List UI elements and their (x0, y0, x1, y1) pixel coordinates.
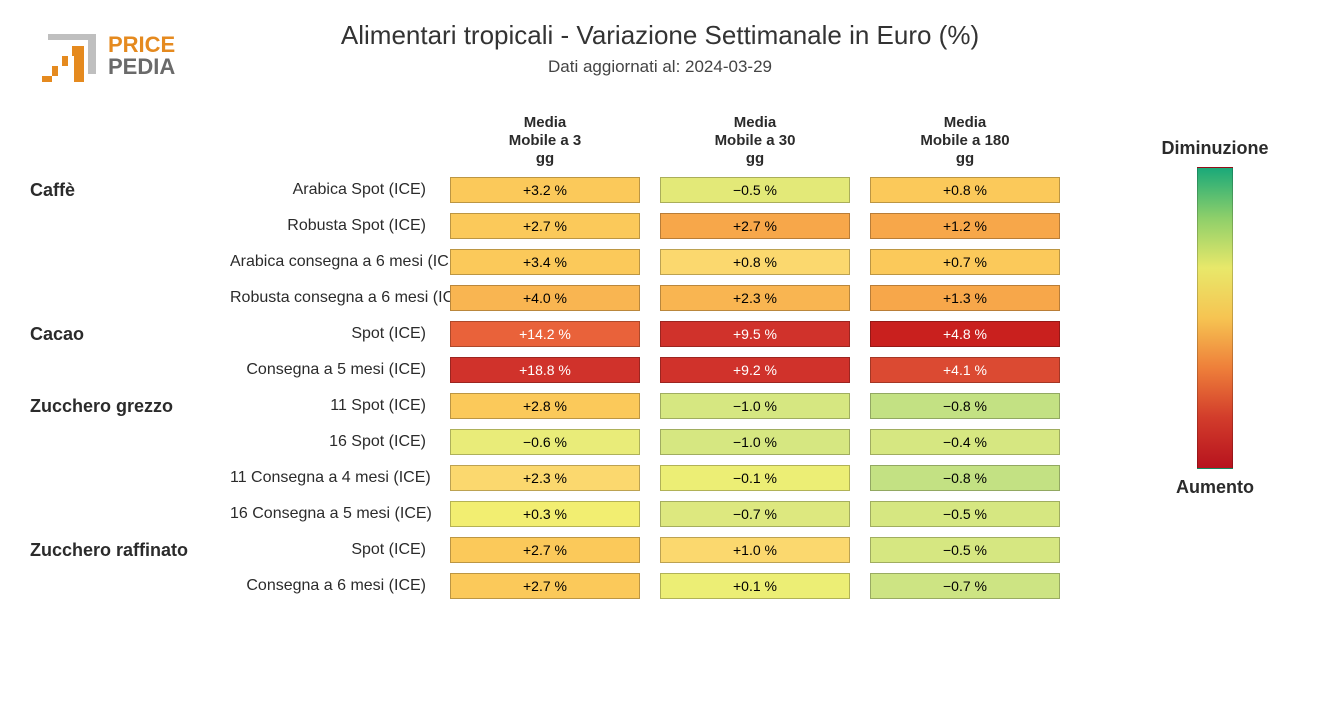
table-row: Arabica consegna a 6 mesi (ICE) +3.4 % +0.… (30, 244, 1130, 280)
heat-cell: +4.8 % (870, 321, 1060, 347)
heat-cell: −1.0 % (660, 393, 850, 419)
legend-bottom-label: Aumento (1150, 477, 1280, 498)
heat-cell: +0.3 % (450, 501, 640, 527)
heat-cell: +2.7 % (450, 213, 640, 239)
table-row: Robusta consegna a 6 mesi (ICE) +4.0 % +2.… (30, 280, 1130, 316)
group-label: Cacao (30, 324, 230, 345)
table-row: Zucchero grezzo11 Spot (ICE) +2.8 % −1.0 %… (30, 388, 1130, 424)
heat-cell: +2.8 % (450, 393, 640, 419)
heat-cell: −1.0 % (660, 429, 850, 455)
row-label: Robusta consegna a 6 mesi (ICE) (230, 289, 440, 307)
row-label: 16 Spot (ICE) (230, 433, 440, 451)
column-header-text: Media (734, 114, 777, 131)
heat-cell: −0.7 % (660, 501, 850, 527)
row-label: Robusta Spot (ICE) (230, 217, 440, 235)
heat-cell: +2.3 % (660, 285, 850, 311)
table-row: Robusta Spot (ICE) +2.7 % +2.7 % +1.2 % (30, 208, 1130, 244)
heat-cell: +2.7 % (660, 213, 850, 239)
column-header-row: Media Mobile a 3 gg Media Mobile a 30 gg… (30, 114, 1130, 172)
column-header-text: gg (746, 150, 764, 167)
row-label: Consegna a 6 mesi (ICE) (230, 577, 440, 595)
column-header: Media Mobile a 30 gg (650, 114, 860, 174)
heatmap-table: Media Mobile a 3 gg Media Mobile a 30 gg… (30, 114, 1130, 604)
legend-top-label: Diminuzione (1150, 138, 1280, 159)
heat-cell: −0.5 % (660, 177, 850, 203)
row-label: 11 Spot (ICE) (230, 397, 440, 415)
heat-cell: +1.3 % (870, 285, 1060, 311)
color-legend: Diminuzione Aumento (1150, 130, 1280, 506)
table-row: Consegna a 6 mesi (ICE) +2.7 % +0.1 % −0.7 … (30, 568, 1130, 604)
column-header-text: gg (536, 150, 554, 167)
heat-cell: +3.4 % (450, 249, 640, 275)
heat-cell: +2.7 % (450, 573, 640, 599)
heat-cell: +9.5 % (660, 321, 850, 347)
heat-cell: +4.1 % (870, 357, 1060, 383)
table-row: 16 Spot (ICE) −0.6 % −1.0 % −0.4 % (30, 424, 1130, 460)
heat-cell: +1.0 % (660, 537, 850, 563)
heat-cell: +2.7 % (450, 537, 640, 563)
heat-cell: −0.4 % (870, 429, 1060, 455)
heat-cell: +4.0 % (450, 285, 640, 311)
column-header-text: gg (956, 150, 974, 167)
column-header-text: Mobile a 180 (920, 132, 1009, 149)
heat-cell: +9.2 % (660, 357, 850, 383)
heat-cell: +0.8 % (660, 249, 850, 275)
heat-cell: −0.5 % (870, 501, 1060, 527)
heat-cell: +2.3 % (450, 465, 640, 491)
table-row: 16 Consegna a 5 mesi (ICE) +0.3 % −0.7 % −0… (30, 496, 1130, 532)
row-label: 11 Consegna a 4 mesi (ICE) (230, 469, 440, 487)
row-label: Consegna a 5 mesi (ICE) (230, 361, 440, 379)
group-label: Zucchero grezzo (30, 396, 230, 417)
row-label: Spot (ICE) (230, 325, 440, 343)
heat-cell: −0.5 % (870, 537, 1060, 563)
page-title: Alimentari tropicali - Variazione Settim… (0, 20, 1320, 51)
column-header-text: Media (944, 114, 987, 131)
row-label: Arabica Spot (ICE) (230, 181, 440, 199)
group-label: Caffè (30, 180, 230, 201)
heat-cell: −0.1 % (660, 465, 850, 491)
column-header-text: Mobile a 3 (509, 132, 582, 149)
column-header: Media Mobile a 3 gg (440, 114, 650, 174)
heat-cell: +0.7 % (870, 249, 1060, 275)
heat-cell: −0.8 % (870, 465, 1060, 491)
group-label: Zucchero raffinato (30, 540, 230, 561)
table-row: Consegna a 5 mesi (ICE) +18.8 % +9.2 % +4.1… (30, 352, 1130, 388)
table-row: CaffèArabica Spot (ICE) +3.2 % −0.5 % +0.8 … (30, 172, 1130, 208)
table-row: 11 Consegna a 4 mesi (ICE) +2.3 % −0.1 % −0… (30, 460, 1130, 496)
page-subtitle: Dati aggiornati al: 2024-03-29 (0, 57, 1320, 77)
title-block: Alimentari tropicali - Variazione Settim… (0, 20, 1320, 77)
heat-cell: −0.8 % (870, 393, 1060, 419)
legend-gradient-bar (1197, 167, 1233, 469)
heat-cell: −0.6 % (450, 429, 640, 455)
heat-cell: +3.2 % (450, 177, 640, 203)
page-container: PRICE PEDIA Alimentari tropicali - Varia… (0, 0, 1320, 720)
column-header-text: Media (524, 114, 567, 131)
column-header: Media Mobile a 180 gg (860, 114, 1070, 174)
heat-cell: +0.8 % (870, 177, 1060, 203)
heat-cell: +0.1 % (660, 573, 850, 599)
heat-cell: +18.8 % (450, 357, 640, 383)
row-label: Spot (ICE) (230, 541, 440, 559)
heat-cell: +14.2 % (450, 321, 640, 347)
table-row: CacaoSpot (ICE) +14.2 % +9.5 % +4.8 % (30, 316, 1130, 352)
column-header-text: Mobile a 30 (715, 132, 796, 149)
row-label: 16 Consegna a 5 mesi (ICE) (230, 505, 440, 523)
heat-cell: −0.7 % (870, 573, 1060, 599)
row-label: Arabica consegna a 6 mesi (ICE) (230, 253, 440, 271)
heat-cell: +1.2 % (870, 213, 1060, 239)
table-row: Zucchero raffinatoSpot (ICE) +2.7 % +1.0 %… (30, 532, 1130, 568)
